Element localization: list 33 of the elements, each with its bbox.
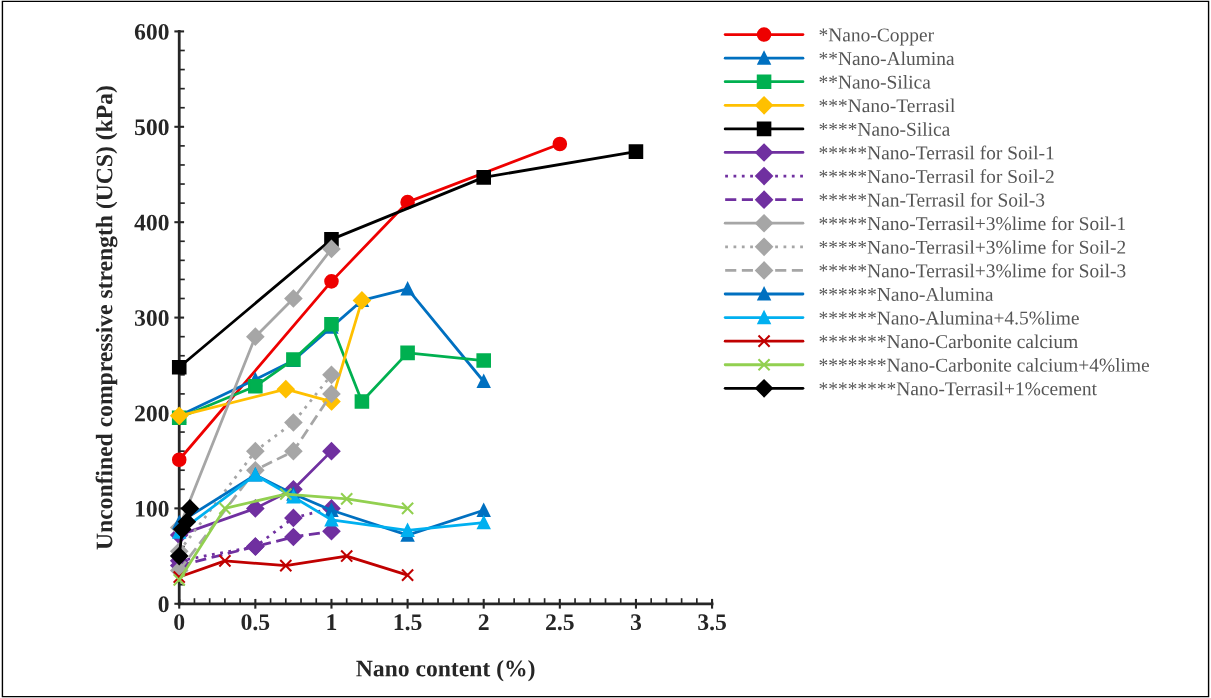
x-tick-label: 0: [174, 614, 185, 631]
legend-label: *****Nan-Terrasil for Soil-3: [819, 192, 1045, 207]
legend-label: *****Nano-Terrasil+3%lime for Soil-2: [819, 239, 1126, 254]
x-tick-label: 0.5: [241, 614, 270, 631]
legend-label: ****Nano-Silica: [819, 122, 950, 136]
x-tick-label: 1.5: [394, 614, 422, 631]
y-tick-label: 300: [134, 310, 169, 327]
x-tick-label: 2: [478, 614, 489, 630]
y-tick-label: 600: [134, 23, 169, 40]
y-tick-label: 0: [158, 596, 169, 613]
y-tick-label: 200: [135, 405, 169, 422]
x-tick-label: 3: [630, 614, 642, 631]
legend-label: ******Nano-Alumina: [819, 287, 994, 301]
legend-label: **Nano-Silica: [819, 75, 931, 89]
legend-label: *****Nano-Terrasil+3%lime for Soil-3: [819, 263, 1126, 278]
x-tick-label: 1: [327, 614, 337, 630]
legend-label: *****Nano-Terrasil for Soil-2: [819, 169, 1054, 184]
legend-label: *****Nano-Terrasil for Soil-1: [819, 145, 1054, 160]
legend-label: *******Nano-Carbonite calcium+4%lime: [819, 358, 1150, 372]
legend-label: *******Nano-Carbonite calcium: [819, 334, 1078, 349]
legend-label: *Nano-Copper: [819, 28, 934, 46]
legend-label: ********Nano-Terrasil+1%cement: [819, 381, 1097, 396]
legend-label: *****Nano-Terrasil+3%lime for Soil-1: [819, 216, 1126, 231]
x-tick-label: 3.5: [698, 614, 726, 631]
legend-label: ******Nano-Alumina+4.5%lime: [819, 310, 1079, 325]
y-tick-label: 400: [134, 214, 169, 231]
y-axis-title: Unconfined compressive strength (UCS) (kPa): [95, 86, 118, 550]
x-axis-title: Nano content (%): [356, 659, 535, 682]
y-tick-label: 100: [135, 500, 169, 517]
legend-label: ***Nano-Terrasil: [819, 98, 955, 113]
y-tick-label: 500: [135, 119, 169, 136]
legend-label: **Nano-Alumina: [819, 51, 955, 66]
x-tick-label: 2.5: [546, 614, 574, 631]
